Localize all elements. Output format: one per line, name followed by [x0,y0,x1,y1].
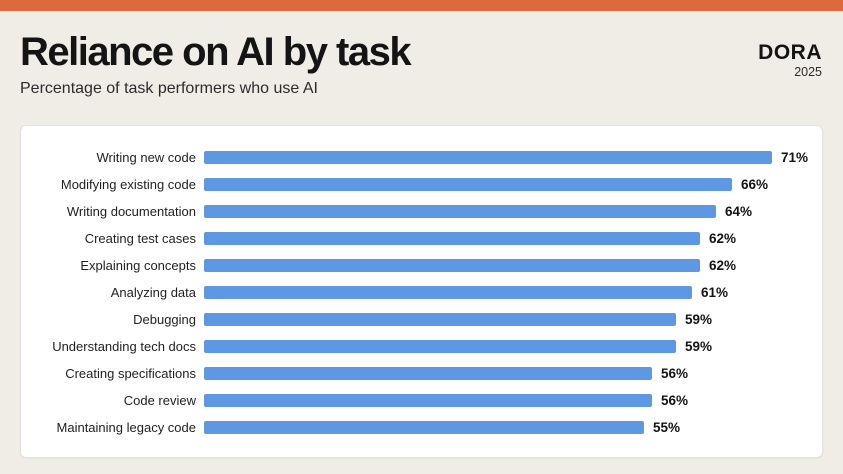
bar [204,259,700,272]
chart-row: Understanding tech docs 59% [21,333,822,360]
title-block: Reliance on AI by task Percentage of tas… [20,30,412,98]
bar-label: Debugging [133,312,196,327]
bar-value: 56% [661,393,689,408]
bar-value: 66% [741,177,769,192]
bar [204,394,652,407]
top-accent-strip [0,0,843,11]
bar-label: Understanding tech docs [52,339,196,354]
page-subtitle: Percentage of task performers who use AI [20,80,318,97]
bar [204,205,716,218]
bar-value: 64% [725,204,753,219]
bar-label: Creating test cases [84,231,196,246]
bar-value: 56% [661,366,689,381]
bar-chart: Writing new code 71% Modifying existing co… [21,144,822,441]
chart-row: Analyzing data 61% [21,279,822,306]
chart-row: Writing new code 71% [21,144,822,171]
bar [204,313,676,326]
bar [204,286,692,299]
bar-value: 62% [709,258,737,273]
bar-label: Explaining concepts [80,258,196,273]
bar-value: 71% [781,150,809,165]
chart-row: Creating specifications 56% [21,360,822,387]
chart-row: Explaining concepts 62% [21,252,822,279]
bar-label: Code review [123,393,196,408]
bar-label: Modifying existing code [60,177,196,192]
page-title: Reliance on AI by task [20,30,412,74]
bar [204,421,644,434]
dora-logo-year: 2025 [794,65,822,79]
bar [204,340,676,353]
dora-logo: DORA 2025 [758,42,822,79]
chart-card: Writing new code 71% Modifying existing co… [20,125,823,458]
bar [204,178,732,191]
bar [204,151,772,164]
header: Reliance on AI by task Percentage of tas… [0,11,843,125]
bar-value: 55% [653,420,681,435]
bar-value: 59% [685,312,713,327]
bar-label: Writing new code [96,150,196,165]
chart-row: Debugging 59% [21,306,822,333]
bar [204,232,700,245]
bar [204,367,652,380]
bar-label: Writing documentation [66,204,196,219]
bar-value: 61% [701,285,729,300]
chart-row: Creating test cases 62% [21,225,822,252]
bar-label: Maintaining legacy code [56,420,196,435]
bar-value: 62% [709,231,737,246]
chart-row: Writing documentation 64% [21,198,822,225]
chart-row: Code review 56% [21,387,822,414]
bar-label: Analyzing data [110,285,196,300]
chart-row: Modifying existing code 66% [21,171,822,198]
dora-logo-name: DORA [758,41,822,64]
bar-value: 59% [685,339,713,354]
chart-row: Maintaining legacy code 55% [21,414,822,441]
bar-label: Creating specifications [65,366,196,381]
